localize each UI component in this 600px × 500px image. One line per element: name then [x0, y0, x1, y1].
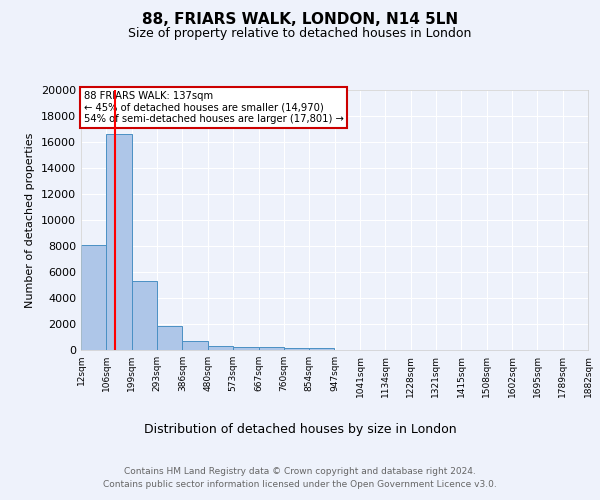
Bar [157, 326, 182, 350]
Bar [259, 348, 284, 350]
Bar [309, 348, 335, 350]
Text: Contains HM Land Registry data © Crown copyright and database right 2024.: Contains HM Land Registry data © Crown c… [124, 468, 476, 476]
Text: Size of property relative to detached houses in London: Size of property relative to detached ho… [128, 28, 472, 40]
Text: 88, FRIARS WALK, LONDON, N14 5LN: 88, FRIARS WALK, LONDON, N14 5LN [142, 12, 458, 28]
Bar [208, 346, 233, 350]
Bar [284, 348, 309, 350]
Bar [81, 244, 106, 350]
Text: Distribution of detached houses by size in London: Distribution of detached houses by size … [143, 422, 457, 436]
Bar [233, 347, 259, 350]
Y-axis label: Number of detached properties: Number of detached properties [25, 132, 35, 308]
Bar [106, 134, 132, 350]
Bar [182, 341, 208, 350]
Text: Contains public sector information licensed under the Open Government Licence v3: Contains public sector information licen… [103, 480, 497, 489]
Text: 88 FRIARS WALK: 137sqm
← 45% of detached houses are smaller (14,970)
54% of semi: 88 FRIARS WALK: 137sqm ← 45% of detached… [83, 92, 343, 124]
Bar [132, 281, 157, 350]
